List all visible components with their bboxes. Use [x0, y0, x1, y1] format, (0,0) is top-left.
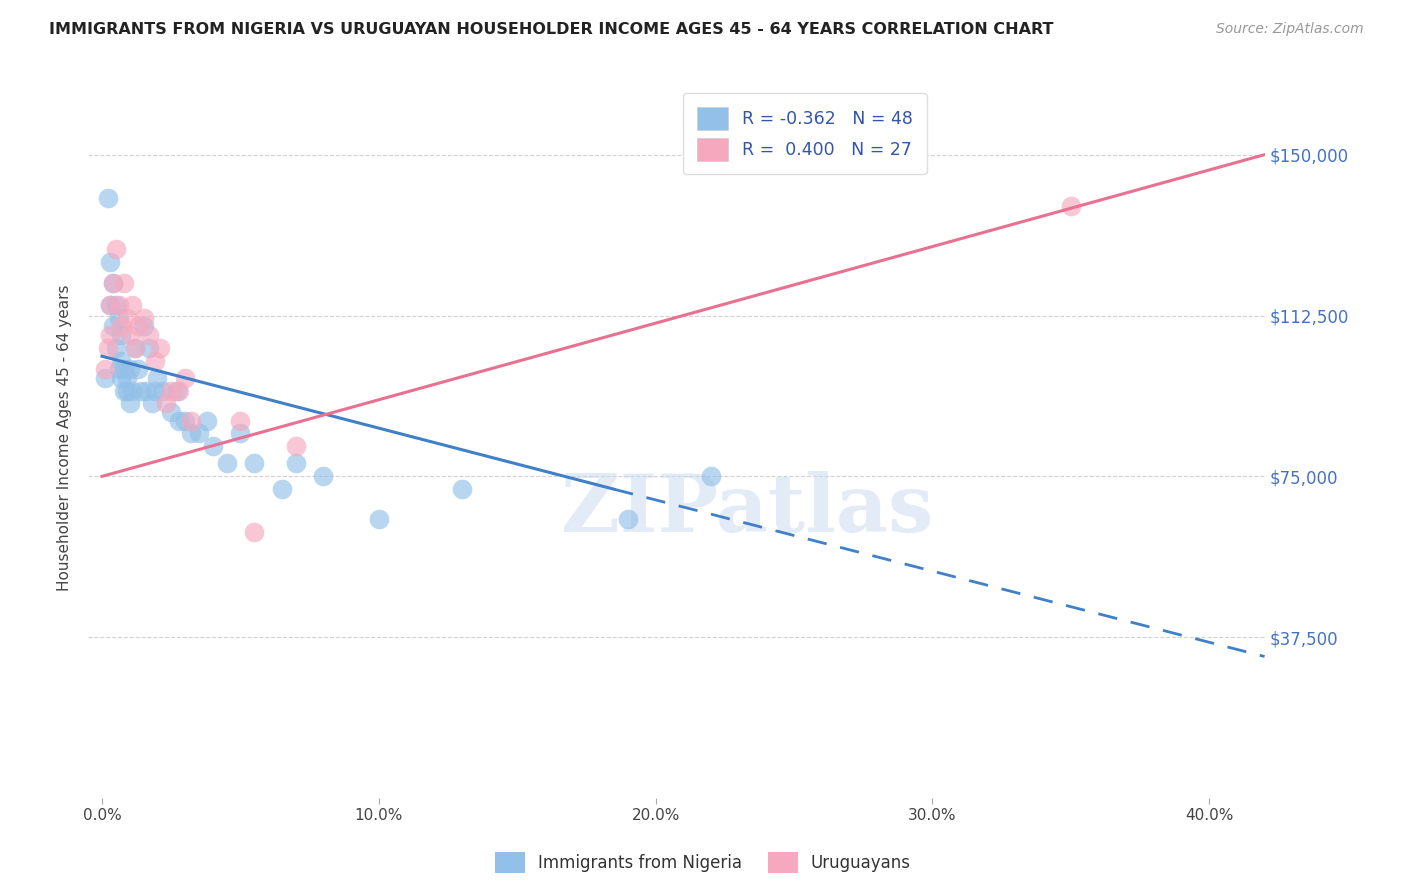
Point: [1060, 199, 1083, 213]
Point: [104, 341, 127, 355]
Point: [229, 414, 252, 428]
Point: [115, 310, 138, 325]
Point: [367, 512, 389, 526]
Point: [94, 370, 117, 384]
Point: [107, 362, 129, 376]
Point: [121, 298, 143, 312]
Point: [110, 327, 132, 342]
Point: [229, 426, 252, 441]
Point: [700, 469, 723, 483]
Text: ZIPatlas: ZIPatlas: [561, 471, 934, 549]
Point: [98, 298, 121, 312]
Point: [169, 384, 191, 398]
Point: [98, 298, 121, 312]
Point: [118, 362, 141, 376]
Text: Source: ZipAtlas.com: Source: ZipAtlas.com: [1216, 22, 1364, 37]
Point: [118, 327, 141, 342]
Point: [107, 298, 129, 312]
Point: [132, 310, 155, 325]
Point: [166, 384, 188, 398]
Y-axis label: Householder Income Ages 45 - 64 years: Householder Income Ages 45 - 64 years: [58, 285, 72, 591]
Point: [201, 439, 224, 453]
Point: [124, 341, 146, 355]
Legend: R = -0.362   N = 48, R =  0.400   N = 27: R = -0.362 N = 48, R = 0.400 N = 27: [683, 94, 927, 175]
Point: [101, 277, 124, 291]
Point: [169, 414, 191, 428]
Point: [160, 405, 183, 419]
Point: [155, 396, 177, 410]
Point: [138, 341, 160, 355]
Point: [312, 469, 335, 483]
Point: [96, 190, 118, 204]
Point: [174, 370, 197, 384]
Point: [450, 482, 472, 496]
Point: [135, 384, 157, 398]
Point: [101, 319, 124, 334]
Legend: Immigrants from Nigeria, Uruguayans: Immigrants from Nigeria, Uruguayans: [488, 846, 918, 880]
Point: [104, 242, 127, 256]
Point: [284, 457, 307, 471]
Point: [115, 384, 138, 398]
Point: [152, 384, 174, 398]
Point: [107, 310, 129, 325]
Point: [98, 327, 121, 342]
Point: [112, 362, 135, 376]
Point: [115, 370, 138, 384]
Point: [195, 414, 218, 428]
Point: [132, 319, 155, 334]
Point: [110, 319, 132, 334]
Point: [243, 457, 266, 471]
Point: [141, 396, 163, 410]
Point: [112, 277, 135, 291]
Point: [98, 255, 121, 269]
Point: [101, 277, 124, 291]
Point: [180, 414, 202, 428]
Point: [110, 370, 132, 384]
Point: [215, 457, 238, 471]
Point: [94, 362, 117, 376]
Point: [243, 525, 266, 540]
Point: [617, 512, 640, 526]
Point: [96, 341, 118, 355]
Point: [180, 426, 202, 441]
Point: [187, 426, 209, 441]
Point: [138, 327, 160, 342]
Point: [121, 384, 143, 398]
Point: [284, 439, 307, 453]
Point: [149, 341, 172, 355]
Point: [127, 319, 149, 334]
Point: [124, 341, 146, 355]
Point: [143, 384, 166, 398]
Point: [127, 362, 149, 376]
Point: [160, 384, 183, 398]
Point: [146, 370, 169, 384]
Point: [110, 353, 132, 368]
Point: [143, 353, 166, 368]
Point: [174, 414, 197, 428]
Point: [118, 396, 141, 410]
Point: [112, 384, 135, 398]
Point: [271, 482, 294, 496]
Point: [104, 298, 127, 312]
Text: IMMIGRANTS FROM NIGERIA VS URUGUAYAN HOUSEHOLDER INCOME AGES 45 - 64 YEARS CORRE: IMMIGRANTS FROM NIGERIA VS URUGUAYAN HOU…: [49, 22, 1053, 37]
Point: [129, 384, 152, 398]
